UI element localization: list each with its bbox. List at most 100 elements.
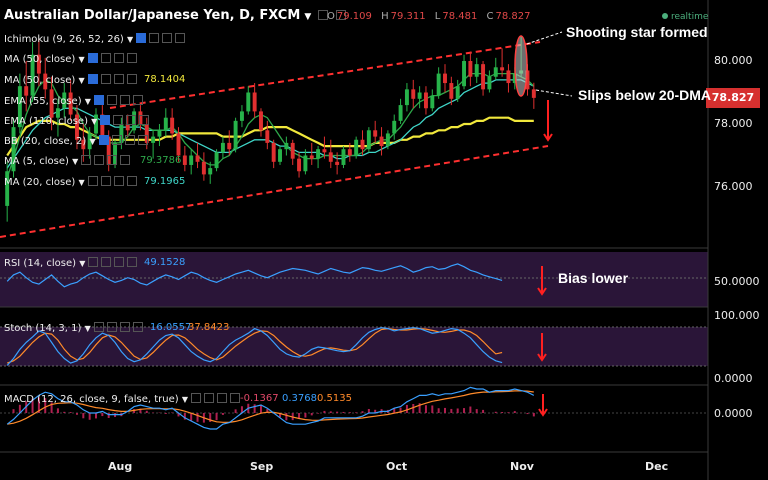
- candle-body: [201, 161, 206, 175]
- candle-body: [195, 155, 200, 162]
- ma50a-label: MA (50, close): [4, 54, 76, 65]
- legend-bb[interactable]: BB (20, close, 2) ▼: [4, 135, 148, 147]
- plus-icon[interactable]: [119, 95, 130, 105]
- eye-icon[interactable]: [136, 33, 147, 43]
- chevron-down-icon[interactable]: ▼: [79, 259, 86, 268]
- gear-icon[interactable]: [100, 74, 111, 84]
- eye-icon[interactable]: [87, 53, 98, 63]
- plus-icon[interactable]: [114, 257, 125, 267]
- eye-icon[interactable]: [88, 257, 99, 267]
- plus-icon[interactable]: [113, 176, 124, 186]
- eye-icon[interactable]: [93, 95, 104, 105]
- candle-body: [360, 139, 365, 150]
- stoch-k-line: [6, 327, 503, 366]
- price-tick-76: 76.000: [714, 180, 753, 193]
- stoch-d-value: 37.8423: [188, 322, 230, 333]
- stoch-label: Stoch (14, 3, 1): [4, 323, 82, 334]
- close-icon[interactable]: [120, 155, 131, 165]
- ema55-label: EMA (55, close): [4, 96, 82, 107]
- plus-icon[interactable]: [113, 74, 124, 84]
- panel-separators: [0, 0, 709, 480]
- gear-icon[interactable]: [106, 95, 117, 105]
- plus-icon[interactable]: [124, 135, 135, 145]
- gear-icon[interactable]: [149, 33, 160, 43]
- plus-icon[interactable]: [119, 322, 130, 332]
- candle-body: [493, 67, 498, 77]
- plus-icon[interactable]: [107, 155, 118, 165]
- eye-icon[interactable]: [190, 393, 201, 403]
- open-label: O: [327, 11, 335, 22]
- close-icon[interactable]: [139, 115, 150, 125]
- low-value: 78.481: [442, 11, 478, 22]
- chevron-down-icon[interactable]: ▼: [72, 157, 79, 166]
- chevron-down-icon[interactable]: ▼: [78, 178, 85, 187]
- chevron-down-icon[interactable]: ▼: [84, 97, 91, 106]
- chevron-down-icon[interactable]: ▼: [78, 55, 85, 64]
- candle-body: [531, 89, 536, 98]
- legend-ma50b[interactable]: MA (50, close) ▼: [4, 74, 137, 86]
- chevron-down-icon[interactable]: ▼: [181, 395, 188, 404]
- stoch-tick-100: 100.000: [714, 309, 760, 322]
- plus-icon[interactable]: [113, 53, 124, 63]
- close-icon[interactable]: [126, 176, 137, 186]
- chevron-down-icon[interactable]: ▼: [89, 137, 96, 146]
- close-icon[interactable]: [127, 257, 138, 267]
- close-icon[interactable]: [126, 74, 137, 84]
- eye-icon[interactable]: [87, 176, 98, 186]
- candle-body: [443, 73, 447, 84]
- visibility-icon[interactable]: [335, 10, 346, 20]
- chevron-down-icon[interactable]: ▼: [304, 12, 312, 22]
- gear-icon[interactable]: [101, 257, 112, 267]
- plus-icon[interactable]: [162, 33, 173, 43]
- gear-icon[interactable]: [111, 135, 122, 145]
- gear-icon[interactable]: [100, 53, 111, 63]
- gear-icon[interactable]: [203, 393, 214, 403]
- candle-body: [189, 155, 194, 165]
- chevron-down-icon[interactable]: ▼: [127, 35, 134, 44]
- close-icon[interactable]: [229, 393, 240, 403]
- channel-lower-line: [0, 145, 549, 238]
- chevron-down-icon[interactable]: ▼: [78, 76, 85, 85]
- legend-ema55[interactable]: EMA (55, close) ▼: [4, 95, 143, 107]
- chevron-down-icon[interactable]: ▼: [84, 324, 91, 333]
- low-label: L: [434, 11, 441, 22]
- gear-icon[interactable]: [113, 115, 124, 125]
- close-icon[interactable]: [175, 33, 186, 43]
- candle-body: [5, 171, 10, 206]
- month-aug: Aug: [108, 460, 133, 473]
- candle-body: [138, 111, 143, 124]
- legend-stoch[interactable]: Stoch (14, 3, 1) ▼: [4, 322, 143, 334]
- symbol-title[interactable]: Australian Dollar/Japanese Yen, D, FXCM: [4, 8, 301, 23]
- ma5-line: [6, 72, 535, 178]
- eye-icon[interactable]: [81, 155, 92, 165]
- plus-icon[interactable]: [126, 115, 137, 125]
- macd-down-arrow-head: [538, 408, 548, 417]
- eye-icon[interactable]: [98, 135, 109, 145]
- gear-icon[interactable]: [94, 155, 105, 165]
- legend-macd[interactable]: MACD (12, 26, close, 9, false, true) ▼: [4, 393, 240, 405]
- close-icon[interactable]: [126, 53, 137, 63]
- plus-icon[interactable]: [216, 393, 227, 403]
- eye-icon[interactable]: [87, 74, 98, 84]
- legend-ema110[interactable]: EMA (110, close) ▼: [4, 115, 150, 127]
- legend-ichimoku[interactable]: Ichimoku (9, 26, 52, 26) ▼: [4, 33, 186, 45]
- close-icon[interactable]: [132, 322, 143, 332]
- gear-icon[interactable]: [106, 322, 117, 332]
- legend-ma50a[interactable]: MA (50, close) ▼: [4, 53, 137, 65]
- legend-ma20[interactable]: MA (20, close) ▼: [4, 176, 137, 188]
- close-icon[interactable]: [137, 135, 148, 145]
- candle-body: [214, 152, 219, 169]
- open-value: 79.109: [336, 11, 372, 22]
- legend-rsi[interactable]: RSI (14, close) ▼: [4, 257, 138, 269]
- gear-icon[interactable]: [100, 176, 111, 186]
- close-icon[interactable]: [132, 95, 143, 105]
- month-sep: Sep: [250, 460, 274, 473]
- chevron-down-icon[interactable]: ▼: [91, 117, 98, 126]
- eye-icon[interactable]: [100, 115, 111, 125]
- candle-body: [17, 86, 22, 128]
- settings-icon[interactable]: [318, 10, 329, 20]
- month-nov: Nov: [510, 460, 534, 473]
- eye-icon[interactable]: [93, 322, 104, 332]
- legend-ma5[interactable]: MA (5, close) ▼: [4, 155, 131, 167]
